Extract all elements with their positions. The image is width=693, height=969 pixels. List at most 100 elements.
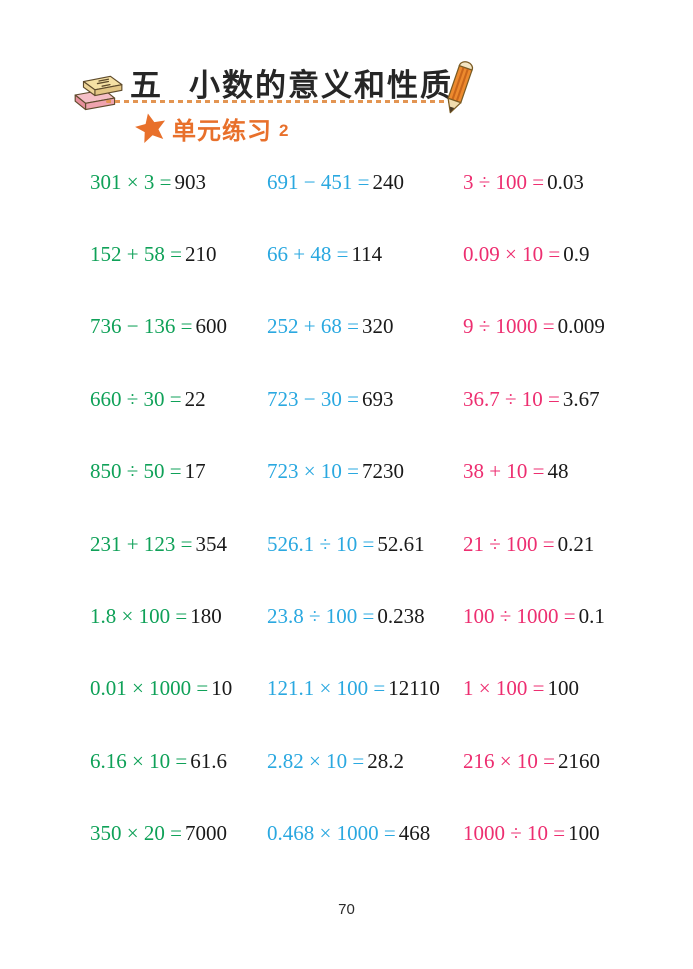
problem-cell: 350 × 20 = 7000 bbox=[90, 821, 267, 846]
problem-expression: 231 + 123 = bbox=[90, 531, 193, 556]
problem-answer: 210 bbox=[184, 242, 217, 267]
problem-cell: 6.16 × 10 = 61.6 bbox=[90, 749, 267, 774]
problem-expression: 0.01 × 1000 = bbox=[90, 676, 209, 701]
problem-cell: 723 − 30 = 693 bbox=[267, 387, 463, 412]
problem-answer: 52.61 bbox=[377, 531, 425, 556]
problem-answer: 100 bbox=[547, 676, 579, 701]
problem-expression: 1 × 100 = bbox=[463, 676, 545, 701]
problem-cell: 231 + 123 = 354 bbox=[90, 532, 267, 557]
problem-row: 1.8 × 100 = 180 23.8 ÷ 100 = 0.238 100 ÷ 100… bbox=[0, 580, 693, 652]
problem-cell: 1 × 100 = 100 bbox=[463, 676, 693, 701]
problem-answer: 0.03 bbox=[547, 169, 584, 194]
chapter-title-line: 五小数的意义和性质 bbox=[130, 60, 453, 105]
problem-expression: 0.09 × 10 = bbox=[463, 242, 561, 267]
problem-answer: 180 bbox=[190, 604, 222, 629]
problem-answer: 12110 bbox=[388, 676, 440, 701]
chapter-number: 五 bbox=[130, 68, 163, 103]
problem-expression: 6.16 × 10 = bbox=[90, 748, 188, 773]
problem-answer: 600 bbox=[195, 314, 227, 339]
exercise-title: 单元练习 bbox=[172, 117, 272, 145]
problem-answer: 7230 bbox=[361, 459, 404, 484]
problem-expression: 723 × 10 = bbox=[267, 459, 359, 484]
star-icon bbox=[135, 113, 166, 144]
problem-answer: 100 bbox=[568, 821, 600, 846]
problem-row: 350 × 20 = 7000 0.468 × 1000 = 468 1000 ÷ 10… bbox=[0, 798, 693, 870]
problem-cell: 0.468 × 1000 = 468 bbox=[267, 821, 463, 846]
problem-expression: 526.1 ÷ 10 = bbox=[267, 531, 375, 556]
problem-answer: 240 bbox=[372, 169, 404, 194]
problem-answer: 17 bbox=[184, 459, 206, 484]
problem-expression: 350 × 20 = bbox=[90, 821, 182, 846]
problem-answer: 0.009 bbox=[557, 314, 605, 339]
problem-cell: 100 ÷ 1000 = 0.1 bbox=[463, 604, 693, 629]
page-number: 70 bbox=[338, 901, 355, 918]
problem-row: 736 − 136 = 600 252 + 68 = 320 9 ÷ 1000 = 0.0… bbox=[0, 291, 693, 363]
problems-grid: 301 × 3 = 903 691 − 451 = 240 3 ÷ 100 = 0.03 1… bbox=[0, 146, 693, 870]
problem-cell: 1.8 × 100 = 180 bbox=[90, 604, 267, 629]
problem-row: 850 ÷ 50 = 17 723 × 10 = 7230 38 + 10 = 48 bbox=[0, 436, 693, 508]
problem-row: 231 + 123 = 354 526.1 ÷ 10 = 52.61 21 ÷ 100 … bbox=[0, 508, 693, 580]
problem-expression: 2.82 × 10 = bbox=[267, 748, 365, 773]
problem-cell: 691 − 451 = 240 bbox=[267, 170, 463, 195]
problem-row: 6.16 × 10 = 61.6 2.82 × 10 = 28.2 216 × 10 =… bbox=[0, 725, 693, 797]
problem-expression: 850 ÷ 50 = bbox=[90, 459, 182, 484]
problem-cell: 736 − 136 = 600 bbox=[90, 314, 267, 339]
problem-cell: 2.82 × 10 = 28.2 bbox=[267, 749, 463, 774]
problem-answer: 28.2 bbox=[367, 748, 404, 773]
problem-answer: 693 bbox=[361, 386, 394, 411]
problem-row: 152 + 58 = 210 66 + 48 = 114 0.09 × 10 = 0.9 bbox=[0, 218, 693, 290]
problem-row: 0.01 × 1000 = 10 121.1 × 100 = 12110 1 × 100… bbox=[0, 653, 693, 725]
problem-expression: 36.7 ÷ 10 = bbox=[463, 386, 560, 411]
problem-expression: 736 − 136 = bbox=[90, 314, 193, 339]
problem-answer: 354 bbox=[195, 531, 227, 556]
problem-cell: 66 + 48 = 114 bbox=[267, 242, 463, 267]
problem-cell: 121.1 × 100 = 12110 bbox=[267, 676, 463, 701]
problem-cell: 9 ÷ 1000 = 0.009 bbox=[463, 314, 693, 339]
problem-answer: 0.9 bbox=[563, 242, 590, 267]
problem-answer: 22 bbox=[184, 386, 206, 411]
problem-cell: 36.7 ÷ 10 = 3.67 bbox=[463, 387, 693, 412]
problem-answer: 114 bbox=[351, 242, 383, 267]
problem-cell: 301 × 3 = 903 bbox=[90, 170, 267, 195]
dotted-divider bbox=[106, 100, 458, 103]
problem-cell: 850 ÷ 50 = 17 bbox=[90, 459, 267, 484]
problem-answer: 0.238 bbox=[377, 604, 425, 629]
problem-expression: 38 + 10 = bbox=[463, 459, 545, 484]
problem-cell: 1000 ÷ 10 = 100 bbox=[463, 821, 693, 846]
problem-expression: 9 ÷ 1000 = bbox=[463, 314, 555, 339]
problem-answer: 48 bbox=[547, 459, 569, 484]
problem-row: 660 ÷ 30 = 22 723 − 30 = 693 36.7 ÷ 10 = 3.67 bbox=[0, 363, 693, 435]
chapter-title: 小数的意义和性质 bbox=[189, 68, 453, 103]
books-icon bbox=[70, 72, 126, 118]
problem-expression: 21 ÷ 100 = bbox=[463, 531, 555, 556]
problem-row: 301 × 3 = 903 691 − 451 = 240 3 ÷ 100 = 0.03 bbox=[0, 146, 693, 218]
problem-cell: 21 ÷ 100 = 0.21 bbox=[463, 532, 693, 557]
problem-cell: 723 × 10 = 7230 bbox=[267, 459, 463, 484]
problem-cell: 38 + 10 = 48 bbox=[463, 459, 693, 484]
problem-cell: 526.1 ÷ 10 = 52.61 bbox=[267, 532, 463, 557]
problem-answer: 61.6 bbox=[190, 748, 227, 773]
problem-cell: 0.09 × 10 = 0.9 bbox=[463, 242, 693, 267]
problem-expression: 3 ÷ 100 = bbox=[463, 169, 545, 194]
problem-answer: 903 bbox=[174, 169, 206, 194]
problem-expression: 0.468 × 1000 = bbox=[267, 821, 396, 846]
problem-expression: 691 − 451 = bbox=[267, 169, 370, 194]
problem-expression: 1000 ÷ 10 = bbox=[463, 821, 566, 846]
problem-answer: 468 bbox=[398, 821, 431, 846]
problem-answer: 0.1 bbox=[578, 604, 605, 629]
problem-answer: 7000 bbox=[184, 821, 227, 846]
problem-cell: 152 + 58 = 210 bbox=[90, 242, 267, 267]
problem-expression: 100 ÷ 1000 = bbox=[463, 604, 576, 629]
problem-cell: 216 × 10 = 2160 bbox=[463, 749, 693, 774]
problem-expression: 1.8 × 100 = bbox=[90, 604, 188, 629]
problem-expression: 660 ÷ 30 = bbox=[90, 386, 182, 411]
problem-expression: 301 × 3 = bbox=[90, 169, 172, 194]
problem-answer: 320 bbox=[361, 314, 394, 339]
pencil-icon bbox=[436, 54, 484, 118]
problem-expression: 66 + 48 = bbox=[267, 242, 349, 267]
problem-answer: 2160 bbox=[557, 748, 600, 773]
problem-cell: 252 + 68 = 320 bbox=[267, 314, 463, 339]
problem-expression: 152 + 58 = bbox=[90, 242, 182, 267]
problem-answer: 0.21 bbox=[557, 531, 595, 556]
